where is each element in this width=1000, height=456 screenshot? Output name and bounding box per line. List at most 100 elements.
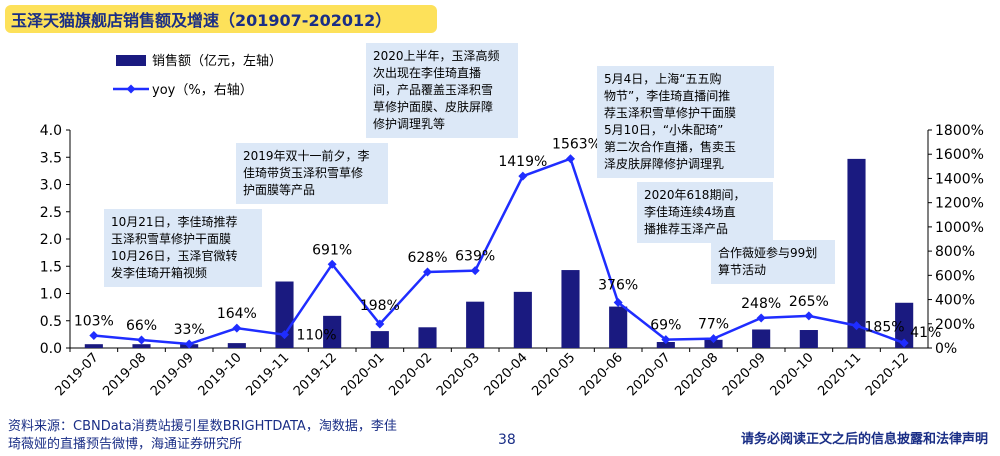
right-tick-label: 200% — [935, 317, 975, 333]
yoy-point — [137, 335, 146, 345]
right-tick-label: 1800% — [935, 123, 984, 139]
left-tick-label: 0.5 — [40, 314, 62, 330]
yoy-point — [89, 331, 99, 341]
yoy-data-label: 103% — [74, 314, 114, 330]
bar — [609, 306, 628, 348]
yoy-data-label: 41% — [910, 325, 941, 341]
yoy-point — [613, 297, 623, 307]
x-tick-label: 2019-09 — [148, 350, 197, 399]
left-tick-label: 2.5 — [40, 205, 62, 221]
right-tick-label: 1200% — [935, 196, 984, 212]
right-tick-label: 1000% — [935, 220, 984, 236]
yoy-data-label: 639% — [455, 249, 495, 265]
yoy-point — [280, 330, 289, 340]
yoy-data-label: 1419% — [498, 154, 547, 170]
yoy-point — [518, 171, 528, 181]
bar — [84, 344, 103, 348]
left-tick-label: 1.0 — [40, 287, 62, 303]
legend: 销售额（亿元，左轴） yoy（%，右轴） — [113, 53, 282, 98]
yoy-data-label: 110% — [297, 328, 337, 344]
x-tick-label: 2020-10 — [768, 350, 817, 399]
annotation-oct-2019: 10月21日，李佳琦推荐 玉泽积雪草修护干面膜 10月26日，玉泽官微转 发李佳… — [104, 209, 262, 287]
annotation-double-eleven: 2019年双十一前夕，李 佳琦带货玉泽积雪草修 护面膜等产品 — [236, 143, 388, 204]
yoy-data-label: 185% — [865, 320, 905, 336]
yoy-data-label: 69% — [650, 318, 681, 334]
x-tick-label: 2020-11 — [815, 350, 864, 399]
yoy-point — [899, 338, 909, 348]
left-tick-label: 2.0 — [40, 232, 62, 248]
x-tick-label: 2020-08 — [672, 350, 721, 399]
yoy-data-label: 265% — [789, 294, 829, 310]
x-tick-label: 2019-11 — [243, 350, 292, 399]
x-tick-label: 2020-04 — [482, 350, 531, 399]
source-note: 资料来源：CBNData消费站援引星数BRIGHTDATA，淘数据，李佳 琦薇娅… — [8, 419, 397, 452]
yoy-point — [804, 311, 814, 321]
chart-title: 玉泽天猫旗舰店销售额及增速（201907-202012） — [11, 11, 392, 30]
bar — [847, 158, 866, 348]
yoy-data-label: 376% — [598, 277, 638, 293]
x-tick-label: 2020-09 — [720, 350, 769, 399]
annotation-may-2020: 5月4日，上海“五五购 物节”，李佳琦直播间推 荐玉泽积雪草修护干面膜 5月10… — [597, 66, 774, 178]
title-banner: 玉泽天猫旗舰店销售额及增速（201907-202012） — [5, 5, 437, 33]
yoy-data-label: 628% — [407, 250, 447, 266]
x-tick-label: 2019-12 — [291, 350, 340, 399]
yoy-point — [566, 154, 575, 164]
bar — [275, 281, 294, 348]
yoy-point — [852, 321, 861, 331]
yoy-data-label: 1563% — [552, 137, 601, 153]
bar — [132, 344, 151, 348]
x-tick-label: 2020-02 — [386, 350, 435, 399]
yoy-data-label: 248% — [741, 296, 781, 312]
yoy-point — [327, 259, 337, 269]
right-tick-label: 1400% — [935, 171, 984, 187]
right-tick-label: 800% — [935, 244, 975, 260]
bar — [466, 301, 485, 348]
right-tick-label: 0% — [935, 341, 957, 357]
yoy-point — [423, 267, 432, 277]
bar — [895, 302, 914, 348]
bar — [227, 343, 246, 348]
yoy-data-label: 66% — [126, 318, 157, 334]
right-tick-label: 1600% — [935, 147, 984, 163]
bar — [561, 270, 580, 348]
line-series — [89, 154, 909, 349]
yoy-data-label: 77% — [698, 317, 729, 333]
yoy-point — [375, 319, 385, 329]
bar-series — [84, 158, 914, 348]
yoy-data-label: 33% — [174, 322, 205, 338]
x-tick-label: 2020-07 — [625, 350, 674, 399]
legend-line-marker — [126, 84, 136, 94]
x-tick-label: 2020-12 — [863, 350, 912, 399]
right-tick-label: 400% — [935, 293, 975, 309]
yoy-data-label: 164% — [217, 306, 257, 322]
bar — [513, 291, 532, 348]
left-tick-label: 1.5 — [40, 259, 62, 275]
annotation-618: 2020年618期间， 李佳琦连续4场直 播推荐玉泽产品 — [637, 182, 773, 243]
yoy-point — [709, 334, 718, 344]
x-tick-label: 2020-06 — [577, 350, 626, 399]
left-tick-label: 0.0 — [40, 341, 62, 357]
left-tick-label: 4.0 — [40, 123, 62, 139]
yoy-data-label: 691% — [312, 242, 352, 258]
bar — [323, 315, 342, 348]
x-tick-label: 2020-05 — [529, 350, 578, 399]
bar — [752, 329, 771, 348]
x-tick-label: 2019-08 — [100, 350, 149, 399]
bar — [799, 330, 818, 348]
yoy-data-label: 198% — [360, 298, 400, 314]
yoy-point — [661, 335, 671, 345]
annotation-99-festival: 合作薇娅参与99划 算节活动 — [711, 240, 835, 284]
left-tick-label: 3.5 — [40, 150, 62, 166]
x-tick-label: 2019-07 — [53, 350, 102, 399]
sales-yoy-chart: 销售额（亿元，左轴） yoy（%，右轴） 0.0 0.5 1.0 1.5 2.0 2.5 3.… — [40, 53, 984, 399]
left-tick-label: 3.0 — [40, 178, 62, 194]
legend-bar-label: 销售额（亿元，左轴） — [152, 53, 282, 69]
page-number: 38 — [498, 432, 516, 448]
right-tick-label: 600% — [935, 268, 975, 284]
x-tick-label: 2020-01 — [339, 350, 388, 399]
x-tick-label: 2020-03 — [434, 350, 483, 399]
bar — [704, 339, 723, 348]
legend-bar-swatch — [116, 55, 146, 66]
bar — [656, 342, 675, 348]
yoy-line — [93, 157, 905, 346]
